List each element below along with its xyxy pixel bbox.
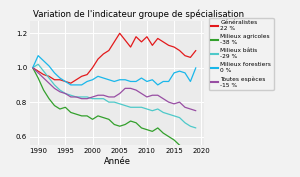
Text: Variation de l'indicateur groupe de spécialisation: Variation de l'indicateur groupe de spéc… — [34, 10, 244, 19]
X-axis label: Année: Année — [103, 157, 130, 166]
Legend: Généralistes
22 %, Milieux agricoles
-38 %, Milieux bâtis
-29 %, Milieux foresti: Généralistes 22 %, Milieux agricoles -38… — [209, 18, 274, 90]
